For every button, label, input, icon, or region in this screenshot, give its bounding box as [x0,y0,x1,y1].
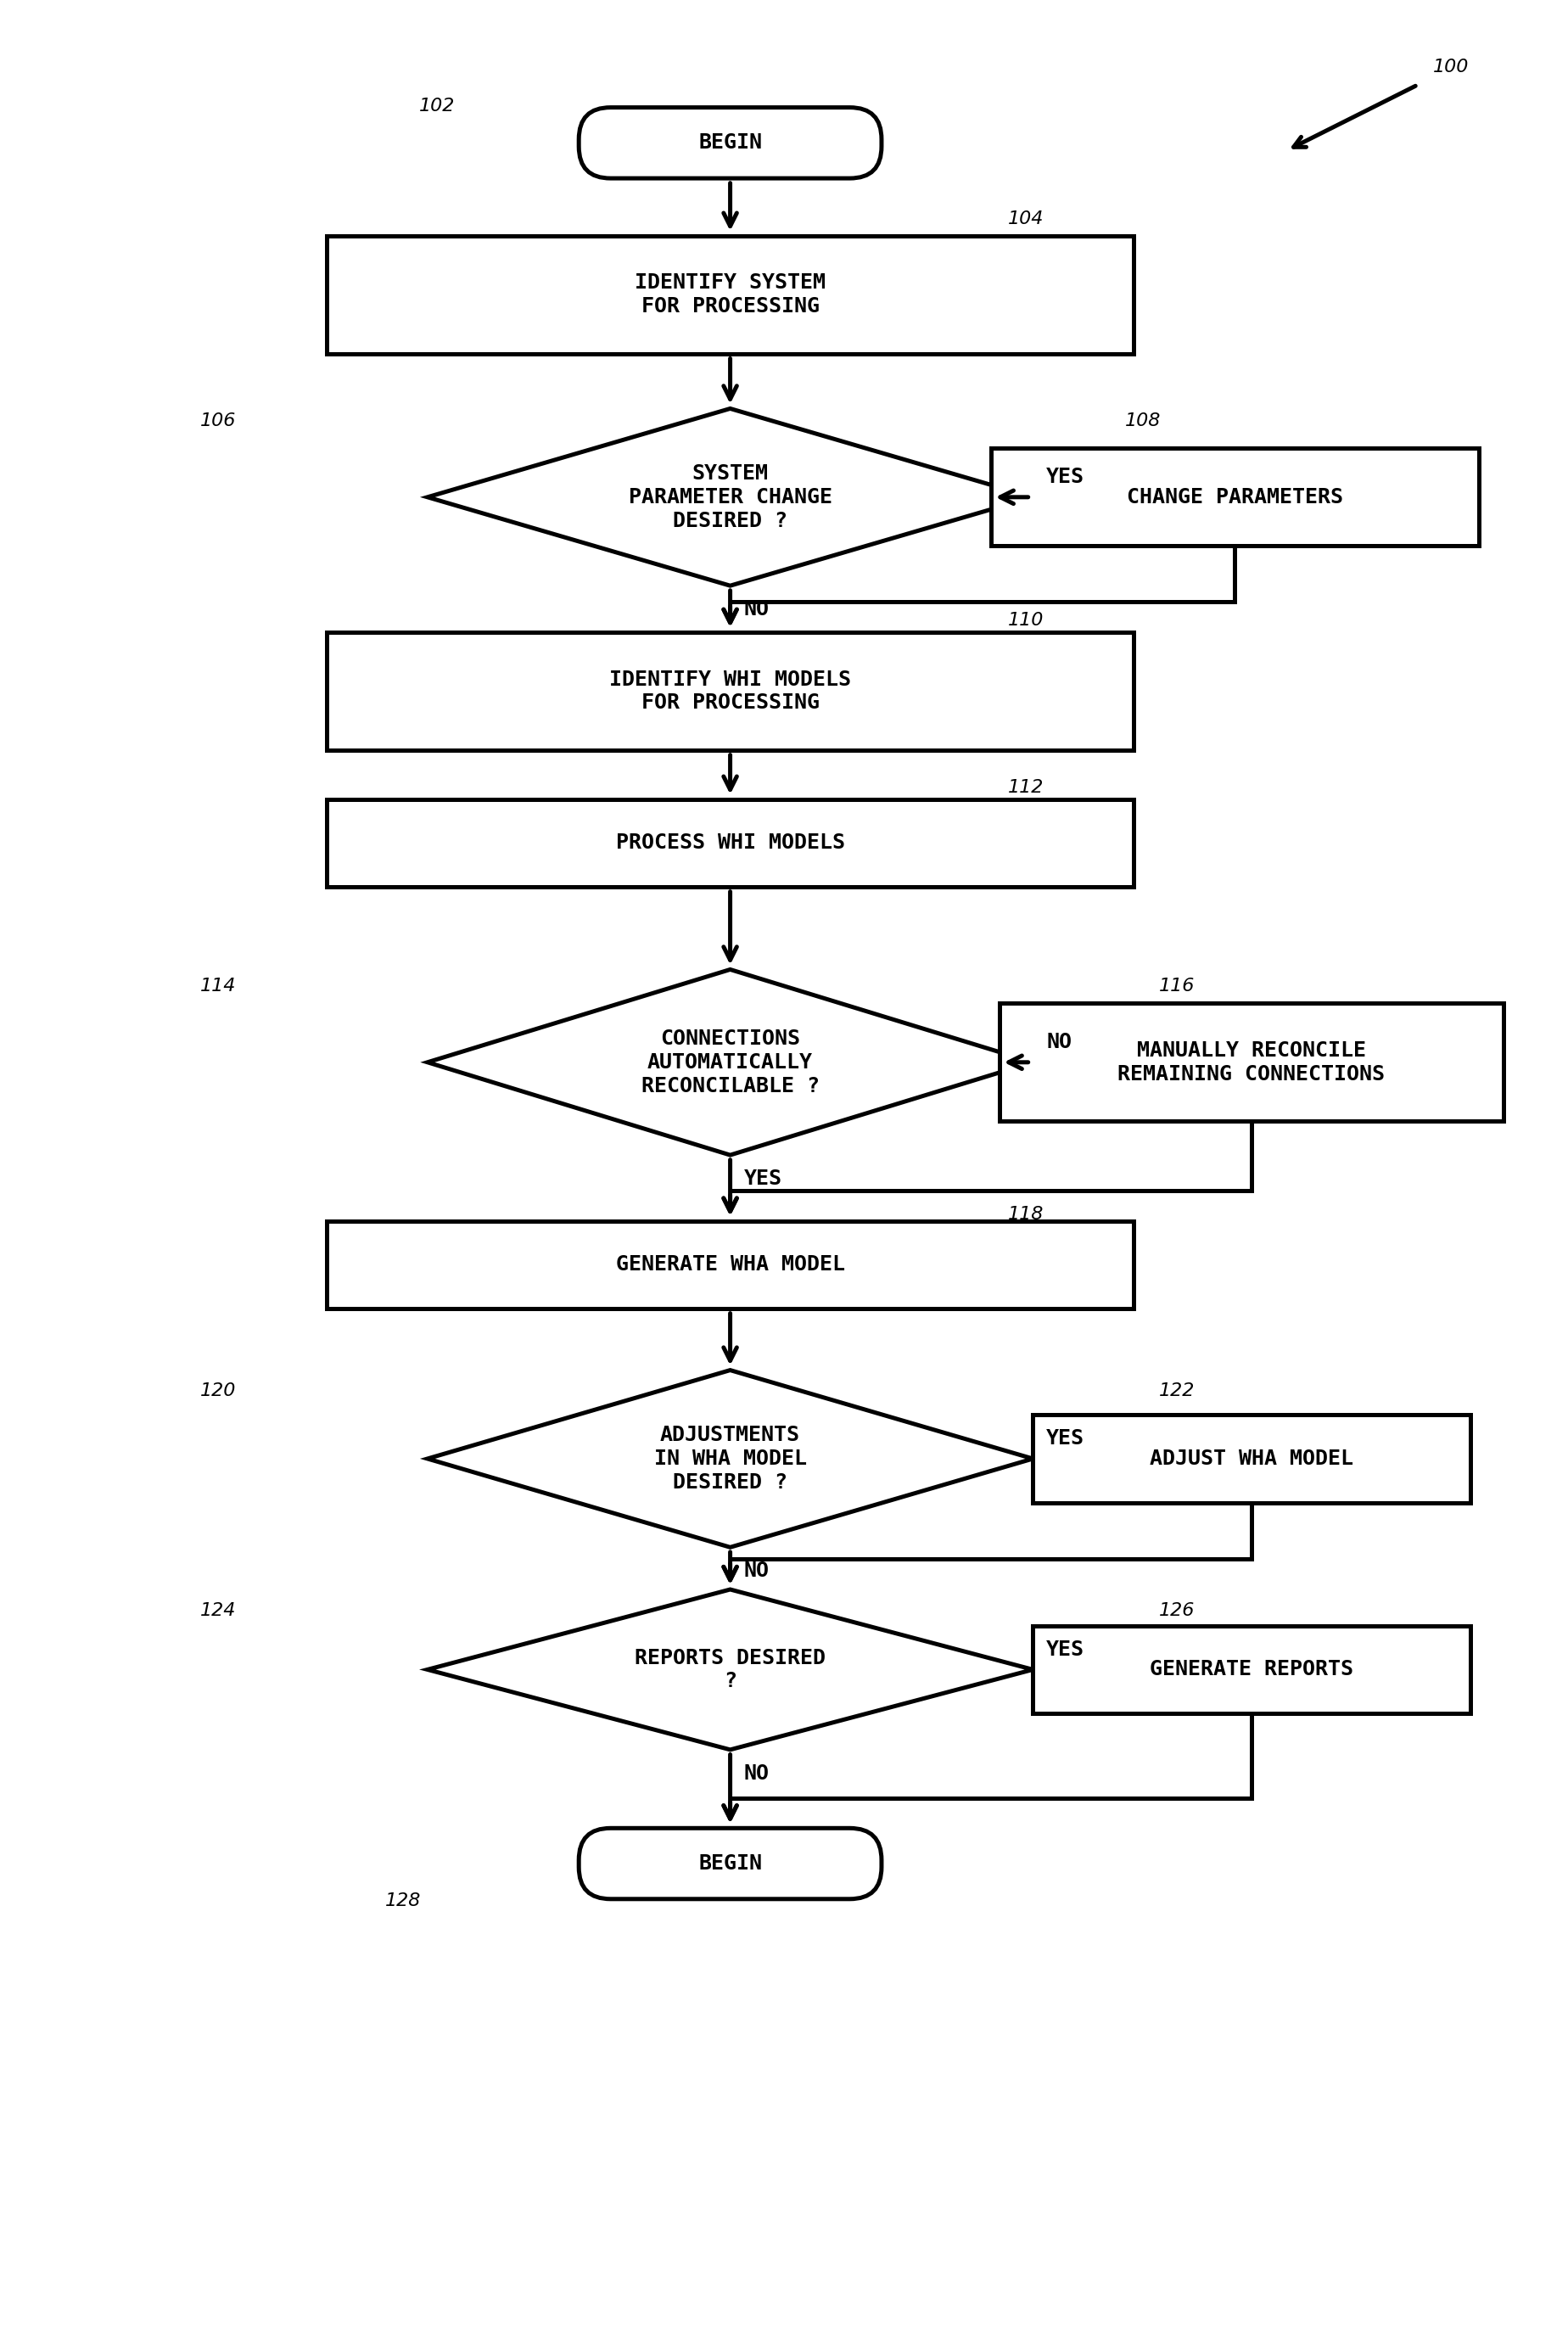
Text: 104: 104 [1008,211,1044,227]
Text: ADJUST WHA MODEL: ADJUST WHA MODEL [1149,1448,1353,1469]
Text: CONNECTIONS
AUTOMATICALLY
RECONCILABLE ?: CONNECTIONS AUTOMATICALLY RECONCILABLE ? [641,1029,818,1097]
Text: MANUALLY RECONCILE
REMAINING CONNECTIONS: MANUALLY RECONCILE REMAINING CONNECTIONS [1118,1040,1385,1085]
Text: 102: 102 [419,98,455,115]
Text: NO: NO [743,1764,768,1783]
Text: 126: 126 [1159,1603,1195,1619]
Polygon shape [428,408,1033,586]
Bar [999,1003,1504,1122]
Bar [991,448,1479,546]
Text: PROCESS WHI MODELS: PROCESS WHI MODELS [616,832,845,853]
Text: YES: YES [1046,466,1085,487]
Text: BEGIN: BEGIN [698,1853,762,1874]
Text: NO: NO [1046,1031,1073,1052]
Text: GENERATE REPORTS: GENERATE REPORTS [1149,1659,1353,1680]
Text: 120: 120 [201,1382,237,1399]
Text: CHANGE PARAMETERS: CHANGE PARAMETERS [1126,487,1342,508]
Text: SYSTEM
PARAMETER CHANGE
DESIRED ?: SYSTEM PARAMETER CHANGE DESIRED ? [629,464,833,532]
Bar [326,799,1134,886]
Text: 100: 100 [1433,59,1469,75]
Polygon shape [428,1371,1033,1546]
Text: 114: 114 [201,977,237,996]
Text: 128: 128 [386,1893,422,1910]
Bar [1033,1415,1471,1502]
Bar [1033,1626,1471,1713]
FancyBboxPatch shape [579,108,881,178]
Text: 110: 110 [1008,612,1044,628]
Polygon shape [428,970,1033,1155]
Text: NO: NO [743,1560,768,1582]
Bar [326,237,1134,354]
Bar [326,1221,1134,1310]
Text: YES: YES [743,1169,782,1188]
Text: YES: YES [1046,1640,1085,1659]
Text: BEGIN: BEGIN [698,134,762,152]
Text: 108: 108 [1126,412,1162,429]
Text: 106: 106 [201,412,237,429]
Text: ADJUSTMENTS
IN WHA MODEL
DESIRED ?: ADJUSTMENTS IN WHA MODEL DESIRED ? [654,1425,806,1492]
Bar [326,633,1134,750]
Text: GENERATE WHA MODEL: GENERATE WHA MODEL [616,1254,845,1275]
Text: 116: 116 [1159,977,1195,996]
Text: IDENTIFY SYSTEM
FOR PROCESSING: IDENTIFY SYSTEM FOR PROCESSING [635,272,826,316]
Text: YES: YES [1046,1429,1085,1448]
Text: 122: 122 [1159,1382,1195,1399]
Text: IDENTIFY WHI MODELS
FOR PROCESSING: IDENTIFY WHI MODELS FOR PROCESSING [610,670,851,712]
Text: 118: 118 [1008,1207,1044,1223]
Polygon shape [428,1589,1033,1750]
Text: NO: NO [743,600,768,619]
FancyBboxPatch shape [579,1828,881,1900]
Text: REPORTS DESIRED
?: REPORTS DESIRED ? [635,1647,826,1692]
Text: 124: 124 [201,1603,237,1619]
Text: 112: 112 [1008,778,1044,797]
